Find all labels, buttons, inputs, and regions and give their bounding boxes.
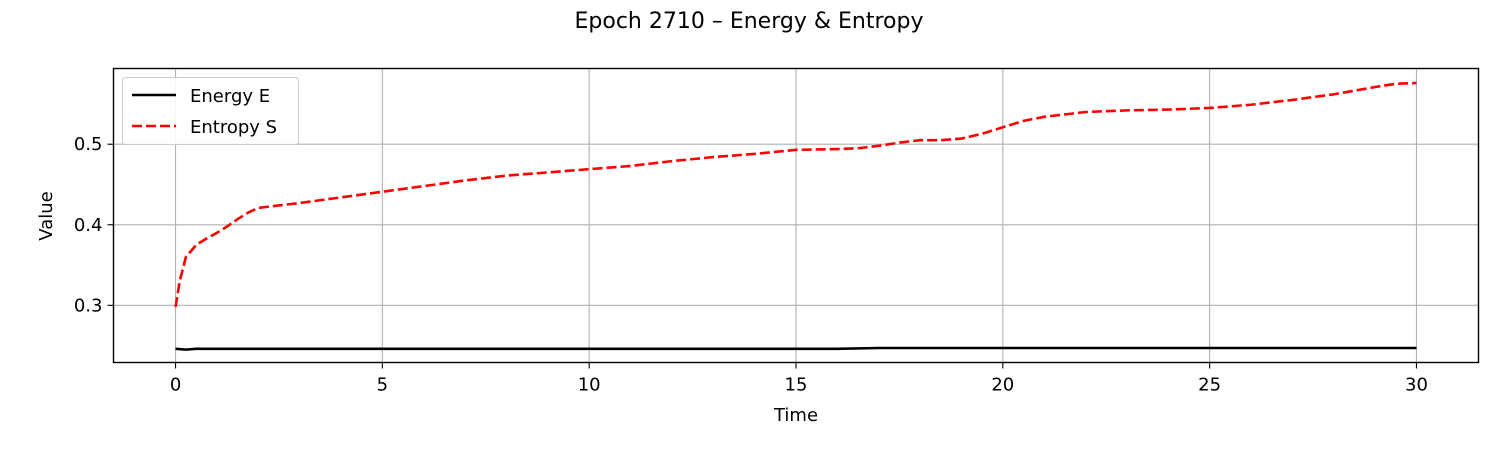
x-tick-label: 5 [377, 375, 388, 396]
y-tick-label: 0.4 [74, 215, 103, 236]
x-tick-label: 15 [785, 375, 808, 396]
legend-label-energy: Energy E [190, 86, 270, 107]
chart-title: Epoch 2710 – Energy & Entropy [575, 9, 924, 34]
x-tick-label: 0 [170, 375, 181, 396]
x-tick-label: 10 [578, 375, 601, 396]
entropy-series-line [174, 81, 1417, 308]
x-tick-label: 25 [1198, 375, 1221, 396]
x-axis: 0 5 10 15 20 25 30 [170, 362, 1428, 396]
series-layer [174, 81, 1417, 351]
x-axis-label: Time [773, 405, 818, 426]
legend: Energy E Entropy S [122, 77, 299, 145]
energy-series-line [175, 346, 1417, 351]
y-axis: 0.3 0.4 0.5 [74, 134, 114, 316]
grid [113, 68, 1479, 363]
x-tick-label: 30 [1405, 375, 1428, 396]
y-axis-label: Value [36, 191, 57, 240]
x-tick-label: 20 [991, 375, 1014, 396]
legend-label-entropy: Entropy S [190, 117, 277, 138]
y-tick-label: 0.5 [74, 134, 103, 155]
y-tick-label: 0.3 [74, 295, 103, 316]
